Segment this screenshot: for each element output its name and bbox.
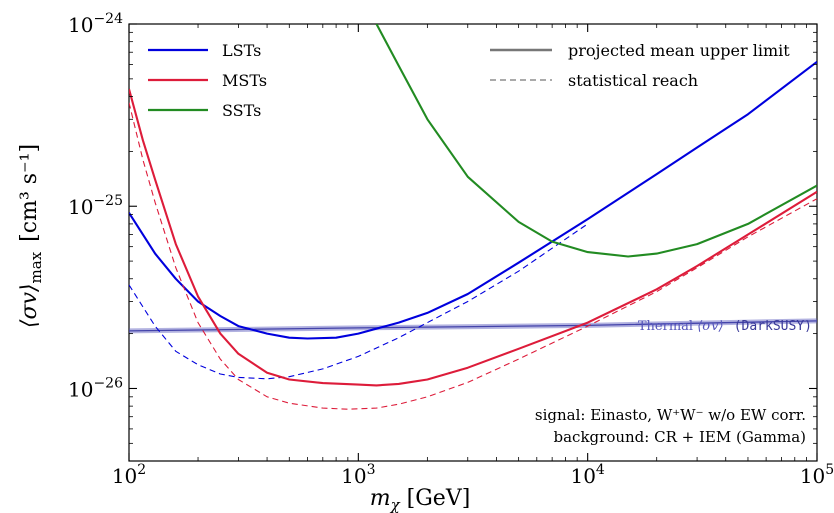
series-ssts-solid — [375, 24, 817, 258]
x-tick-label: 105 — [800, 462, 834, 488]
x-axis-label-main: m — [370, 486, 391, 511]
y-tick-label: 10−24 — [68, 11, 123, 37]
x-tick-label: 102 — [112, 462, 146, 488]
legend-label-msts: MSTs — [222, 71, 267, 90]
series-msts-dashed — [129, 102, 817, 410]
y-axis-label: ⟨σv⟩max [cm³ s⁻¹] — [17, 144, 45, 328]
thermal-band-center — [129, 320, 817, 332]
thermal-label: Thermal ⟨σv⟩ (DarkSUSY) — [638, 319, 812, 334]
background-annotation: background: CR + IEM (Gamma) — [554, 428, 806, 446]
y-axis-label-sub: max — [27, 251, 45, 283]
x-tick-label: 103 — [341, 462, 375, 488]
thermal-label-sv: ⟨σv⟩ — [697, 319, 723, 334]
thermal-label-prefix: Thermal — [638, 319, 697, 334]
plot-frame — [128, 23, 818, 462]
thermal-label-tool: (DarkSUSY) — [734, 319, 812, 334]
series-lsts-dashed — [129, 223, 589, 380]
y-tick-label: 10−26 — [68, 375, 123, 401]
legend-label-dashed: statistical reach — [568, 71, 698, 90]
legend: LSTs MSTs SSTs projected mean upper limi… — [148, 41, 790, 120]
x-axis-label-sub: χ — [390, 496, 401, 513]
legend-label-solid: projected mean upper limit — [568, 41, 790, 60]
y-tick-label: 10−25 — [68, 193, 123, 219]
signal-annotation: signal: Einasto, W⁺W⁻ w/o EW corr. — [535, 406, 806, 424]
x-axis-label-unit: [GeV] — [400, 486, 471, 511]
legend-label-lsts: LSTs — [222, 41, 261, 60]
x-tick-label: 104 — [570, 462, 604, 488]
legend-label-ssts: SSTs — [222, 101, 261, 120]
x-axis-label: mχ [GeV] — [370, 486, 471, 513]
series-msts-solid — [129, 88, 817, 387]
y-axis-label-unit: [cm³ s⁻¹] — [17, 144, 42, 242]
y-axis-label-main: ⟨σv⟩ — [17, 283, 42, 328]
thermal-band — [129, 318, 817, 334]
